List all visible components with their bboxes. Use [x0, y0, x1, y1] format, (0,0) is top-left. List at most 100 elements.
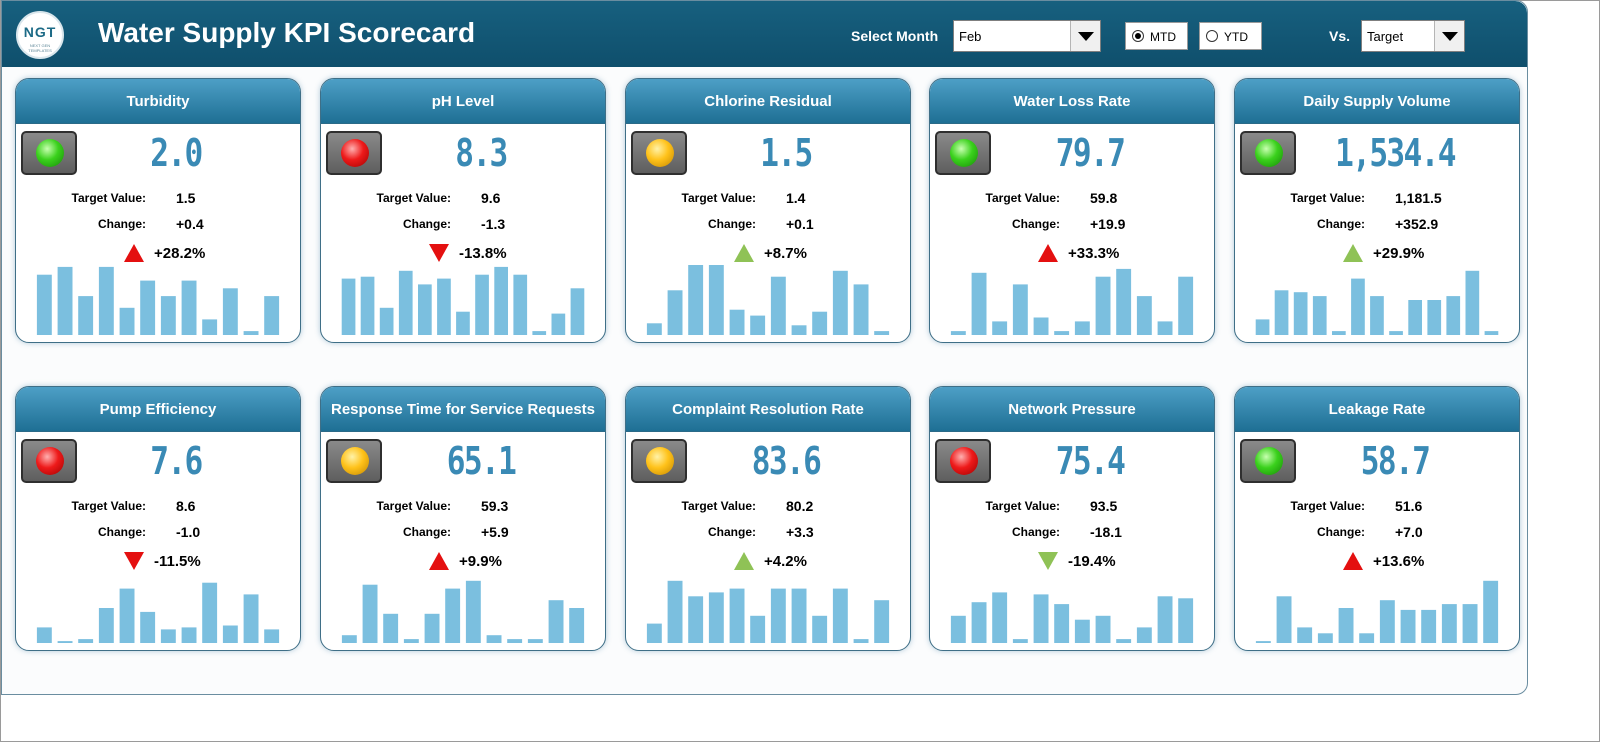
mtd-label: MTD — [1150, 30, 1176, 44]
kpi-title: Water Loss Rate — [1013, 93, 1131, 110]
kpi-card: Network Pressure 75.4 Target Value: 93.5 Cha… — [929, 386, 1215, 651]
sparkline-bar — [688, 596, 704, 643]
month-dropdown[interactable]: Feb — [953, 20, 1101, 52]
sparkline-bar — [341, 278, 356, 335]
change-percent-row: +28.2% — [16, 243, 300, 267]
change-percent-row: +13.6% — [1235, 551, 1519, 575]
kpi-card: Chlorine Residual 1.5 Target Value: 1.4 Chan… — [625, 78, 911, 343]
target-value: 1.4 — [786, 190, 806, 206]
change-label: Change: — [1317, 525, 1365, 539]
change-percent: +13.6% — [1373, 553, 1425, 570]
sparkline-bar — [569, 608, 585, 643]
change-percent: +28.2% — [154, 245, 206, 262]
sparkline-bar — [1351, 278, 1365, 335]
change-percent: -19.4% — [1068, 553, 1116, 570]
sparkline-bar — [532, 331, 547, 335]
target-label: Target Value: — [376, 191, 451, 205]
sparkline-bar — [513, 274, 528, 335]
sparkline-bar — [222, 625, 238, 643]
sparkline-bar — [992, 592, 1008, 643]
change-percent-row: -13.8% — [321, 243, 605, 267]
sparkline-bar — [264, 629, 280, 643]
comparison-dropdown[interactable]: Target — [1361, 20, 1465, 52]
kpi-card: Pump Efficiency 7.6 Target Value: 8.6 Change… — [15, 386, 301, 651]
sparkline-bar — [708, 592, 724, 643]
target-label: Target Value: — [985, 499, 1060, 513]
kpi-card: Leakage Rate 58.7 Target Value: 51.6 Change:… — [1234, 386, 1520, 651]
target-value: 1,181.5 — [1395, 190, 1442, 206]
sparkline-bar — [1332, 331, 1346, 335]
kpi-value: 2.0 — [150, 131, 203, 175]
sparkline-bar — [243, 594, 259, 643]
sparkline-bar — [1484, 331, 1499, 335]
kpi-title: Network Pressure — [1008, 401, 1136, 418]
sparkline-bar — [1178, 276, 1194, 335]
change-label: Change: — [403, 217, 451, 231]
target-value: 1.5 — [176, 190, 196, 206]
ytd-option[interactable]: YTD — [1199, 22, 1262, 50]
target-label: Target Value: — [1290, 191, 1365, 205]
sparkline-bar — [1255, 319, 1270, 335]
kpi-card-header: Turbidity — [16, 79, 300, 124]
change-label: Change: — [1012, 525, 1060, 539]
triangle-up-icon — [734, 552, 754, 570]
sparkline-bar — [527, 639, 543, 643]
status-lamp-icon — [36, 447, 64, 475]
change-percent-row: -19.4% — [930, 551, 1214, 575]
sparkline-chart — [341, 580, 585, 643]
chevron-down-icon[interactable] — [1070, 21, 1100, 51]
sparkline-bar — [98, 608, 114, 643]
sparkline-bar — [362, 584, 378, 643]
sparkline-bar — [551, 313, 566, 335]
change-percent-row: +9.9% — [321, 551, 605, 575]
triangle-down-icon — [1038, 552, 1058, 570]
sparkline-bar — [181, 627, 197, 643]
change-label: Change: — [98, 525, 146, 539]
mtd-radio[interactable] — [1132, 30, 1144, 42]
mtd-option[interactable]: MTD — [1125, 22, 1188, 50]
sparkline-bar — [1136, 627, 1152, 643]
kpi-title: Response Time for Service Requests — [331, 401, 595, 418]
sparkline-bar — [1446, 296, 1461, 335]
change-percent: -13.8% — [459, 245, 507, 262]
chevron-down-icon[interactable] — [1434, 21, 1464, 51]
sparkline-bar — [971, 272, 987, 335]
sparkline-bar — [140, 280, 156, 335]
sparkline-chart — [36, 266, 280, 335]
sparkline-bar — [667, 290, 683, 335]
status-lamp-icon — [341, 139, 369, 167]
ytd-radio[interactable] — [1206, 30, 1218, 42]
sparkline-bar — [667, 580, 683, 643]
sparkline-bar — [140, 611, 156, 643]
change-percent-row: -11.5% — [16, 551, 300, 575]
sparkline-bar — [383, 613, 399, 643]
kpi-card-header: Response Time for Service Requests — [321, 387, 605, 432]
sparkline-bar — [78, 296, 94, 335]
change-percent-row: +29.9% — [1235, 243, 1519, 267]
kpi-title: Leakage Rate — [1328, 401, 1426, 418]
sparkline-chart — [341, 266, 585, 335]
sparkline-bar — [181, 280, 197, 335]
kpi-value: 79.7 — [1055, 131, 1126, 175]
kpi-value: 75.4 — [1055, 439, 1126, 483]
change-label: Change: — [708, 525, 756, 539]
sparkline-bar — [398, 270, 413, 335]
sparkline-bar — [950, 615, 966, 643]
change-value: -1.0 — [176, 524, 201, 540]
change-percent-row: +33.3% — [930, 243, 1214, 267]
traffic-light-icon — [326, 439, 382, 483]
traffic-light-icon — [326, 131, 382, 175]
sparkline-bar — [486, 635, 502, 643]
kpi-card-header: Water Loss Rate — [930, 79, 1214, 124]
traffic-light-icon — [631, 131, 687, 175]
sparkline-bar — [98, 266, 114, 335]
kpi-card: pH Level 8.3 Target Value: 9.6 Change: -1.3 -1… — [320, 78, 606, 343]
sparkline-bar — [1370, 296, 1384, 335]
sparkline-bar — [950, 331, 966, 335]
sparkline-bar — [465, 580, 481, 643]
sparkline-bar — [445, 588, 461, 643]
traffic-light-icon — [1240, 131, 1296, 175]
sparkline-bar — [770, 588, 786, 643]
change-label: Change: — [708, 217, 756, 231]
ytd-label: YTD — [1224, 30, 1248, 44]
